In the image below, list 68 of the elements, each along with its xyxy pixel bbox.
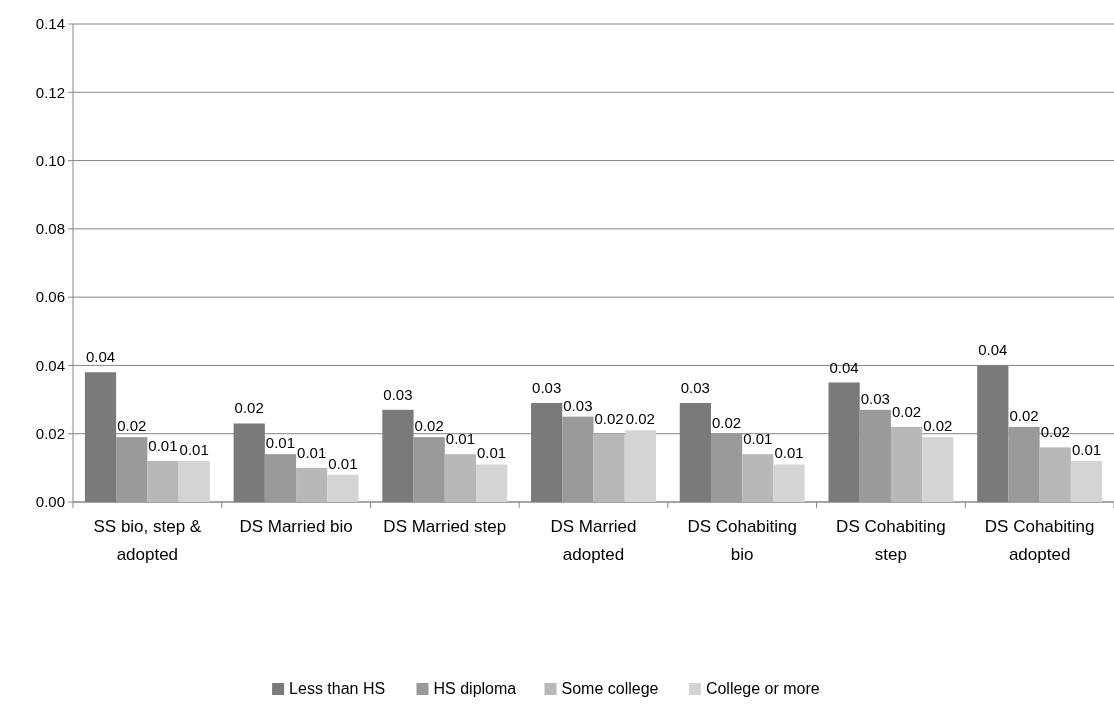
- y-tick-label: 0.02: [35, 424, 65, 442]
- data-label: 0.04: [978, 341, 1008, 359]
- bar: [922, 437, 954, 502]
- data-label: 0.01: [477, 444, 507, 462]
- data-label: 0.02: [117, 417, 147, 435]
- data-label: 0.02: [414, 417, 444, 435]
- legend-label: HS diploma: [433, 680, 517, 697]
- bar: [710, 433, 743, 502]
- data-label: 0.02: [712, 413, 742, 431]
- data-label: 0.02: [594, 409, 624, 427]
- data-label: 0.03: [532, 378, 562, 396]
- data-label: 0.02: [923, 417, 953, 435]
- y-tick-label: 0.00: [35, 493, 65, 511]
- legend-label: Less than HS: [289, 680, 386, 697]
- legend-label: College or more: [705, 680, 820, 697]
- data-label: 0.03: [680, 378, 710, 396]
- x-tick-label: DS Married adopted: [550, 517, 637, 564]
- bar: [178, 461, 210, 502]
- bar: [1039, 447, 1071, 502]
- data-label: 0.02: [891, 402, 922, 420]
- bar: [147, 461, 179, 502]
- bar: [476, 464, 508, 502]
- y-tick-label: 0.10: [35, 151, 65, 169]
- data-label: 0.01: [265, 434, 296, 452]
- data-label: 0.01: [148, 437, 178, 455]
- bar: [327, 474, 359, 502]
- x-tick-label: DS Cohabiting adopted: [984, 517, 1095, 564]
- bar: [890, 426, 923, 502]
- legend-label: Some college: [561, 680, 659, 697]
- data-label: 0.01: [328, 454, 358, 472]
- bar: [562, 416, 594, 502]
- y-tick-label: 0.14: [35, 15, 65, 33]
- data-label: 0.01: [179, 441, 209, 459]
- y-tick-label: 0.08: [35, 220, 65, 238]
- x-tick-label: DS Married bio: [239, 517, 353, 536]
- x-tick-label: DS Cohabiting step: [836, 517, 946, 564]
- bar: [624, 430, 656, 502]
- y-tick-label: 0.06: [35, 288, 65, 306]
- data-label: 0.02: [234, 399, 264, 417]
- data-label: 0.03: [383, 385, 413, 403]
- data-label: 0.02: [1040, 423, 1070, 441]
- data-label: 0.01: [445, 430, 475, 448]
- data-label: 0.03: [563, 396, 593, 414]
- data-label: 0.02: [625, 410, 655, 428]
- x-tick-label: SS bio, step & adopted: [93, 517, 202, 564]
- bar: [593, 433, 625, 502]
- y-tick-label: 0.12: [35, 83, 65, 101]
- bar: [1008, 426, 1040, 502]
- x-tick-label: DS Cohabiting bio: [687, 517, 798, 564]
- bar: [296, 467, 328, 502]
- data-label: 0.04: [829, 358, 859, 376]
- y-tick-label: 0.04: [35, 356, 65, 374]
- bar: [264, 454, 297, 502]
- data-label: 0.04: [85, 348, 116, 366]
- data-label: 0.01: [743, 430, 773, 448]
- bar: [742, 454, 774, 502]
- bar: [413, 437, 445, 502]
- bar: [444, 454, 477, 502]
- data-label: 0.03: [860, 389, 890, 407]
- bar: [116, 437, 148, 502]
- x-tick-label: DS Married step: [383, 517, 507, 536]
- data-label: 0.01: [1071, 441, 1102, 459]
- bar: [859, 409, 891, 502]
- data-label: 0.01: [297, 443, 327, 461]
- bar: [1070, 461, 1103, 502]
- data-label: 0.01: [774, 444, 804, 462]
- data-label: 0.02: [1009, 406, 1039, 424]
- bar: [773, 464, 805, 502]
